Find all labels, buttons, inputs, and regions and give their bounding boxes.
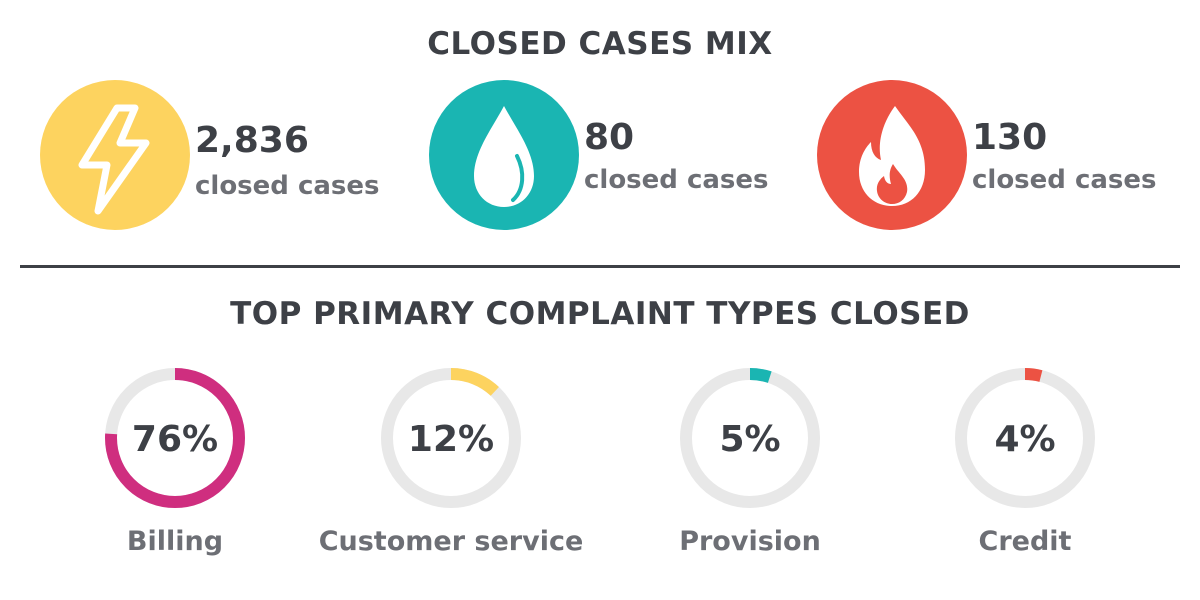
donut-arc-credit — [955, 368, 1095, 508]
donut-arc-billing — [105, 368, 245, 508]
stat-value: 130 — [972, 117, 1048, 158]
stat-circle — [40, 80, 190, 230]
donut-value-label: 12% — [408, 419, 494, 460]
donut-value-label: 5% — [719, 419, 780, 460]
stat-label: closed cases — [584, 165, 769, 195]
page-title: CLOSED CASES MIX — [427, 26, 773, 62]
stat-label: closed cases — [972, 165, 1157, 195]
chart-title: TOP PRIMARY COMPLAINT TYPES CLOSED — [230, 296, 970, 332]
stat-value: 80 — [584, 117, 635, 158]
section-divider — [20, 265, 1180, 268]
water-drop-icon — [474, 106, 534, 207]
donut-value-label: 4% — [994, 419, 1055, 460]
donut-category-label: Provision — [679, 526, 821, 557]
donut-category-label: Credit — [979, 526, 1072, 557]
lightning-bolt-icon — [78, 104, 150, 215]
donut-value-label: 76% — [132, 419, 218, 460]
stat-circle — [817, 80, 967, 230]
donut-arc-provision — [680, 368, 820, 508]
stat-value: 2,836 — [195, 120, 309, 161]
stat-label: closed cases — [195, 171, 380, 201]
donut-category-label: Billing — [127, 526, 223, 557]
flame-icon — [859, 106, 925, 206]
stat-circle — [429, 80, 579, 230]
donut-category-label: Customer service — [319, 526, 584, 557]
donut-arc-customer-service — [381, 368, 521, 508]
